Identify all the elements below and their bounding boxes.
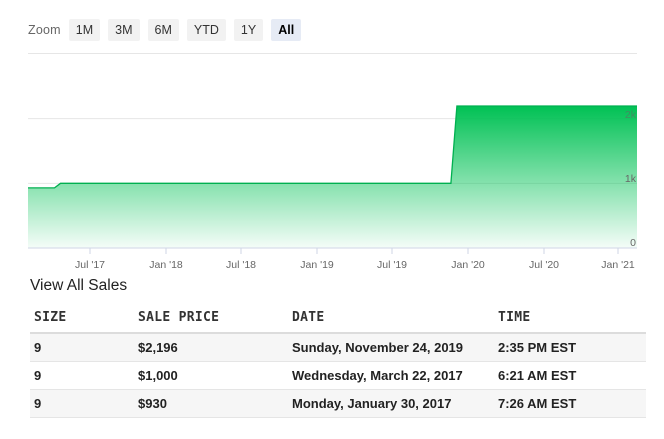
price-area [28,106,637,248]
cell-date: Wednesday, March 22, 2017 [288,361,494,390]
x-tick-label: Jul '19 [377,259,407,271]
x-tick-label: Jul '20 [529,259,559,271]
x-tick-label: Jul '18 [226,259,256,271]
x-tick-label: Jan '20 [451,259,485,271]
sales-table: SIZE SALE PRICE DATE TIME 9 $2,196 Sunda… [30,303,646,418]
cell-size: 9 [30,361,134,390]
column-header-size: SIZE [30,303,134,334]
cell-size: 9 [30,389,134,418]
column-header-sale-price: SALE PRICE [134,303,288,334]
zoom-ytd-button[interactable]: YTD [186,19,226,41]
x-tick-label: Jan '18 [149,259,183,271]
zoom-1m-button[interactable]: 1M [68,19,101,41]
chart-top-divider [28,53,637,54]
table-row: 9 $1,000 Wednesday, March 22, 2017 6:21 … [30,361,646,390]
y-tick-label: 2k [625,109,637,121]
view-all-sales-link[interactable]: View All Sales [30,277,128,294]
column-header-date: DATE [288,303,494,334]
cell-date: Monday, January 30, 2017 [288,389,494,418]
sales-table-header: SIZE SALE PRICE DATE TIME [30,303,646,334]
zoom-bar: Zoom 1M 3M 6M YTD 1Y All [28,18,309,42]
zoom-all-button[interactable]: All [271,19,302,41]
zoom-1y-button[interactable]: 1Y [233,19,264,41]
x-tick-label: Jan '21 [601,259,635,271]
y-tick-label: 1k [625,173,637,185]
y-tick-label: 0 [630,237,636,249]
cell-date: Sunday, November 24, 2019 [288,333,494,362]
cell-sale-price: $930 [134,389,288,418]
x-tick-label: Jul '17 [75,259,105,271]
zoom-6m-button[interactable]: 6M [147,19,179,41]
cell-time: 7:26 AM EST [494,389,646,418]
table-row: 9 $2,196 Sunday, November 24, 2019 2:35 … [30,333,646,362]
cell-size: 9 [30,333,134,362]
x-tick-label: Jan '19 [300,259,334,271]
zoom-3m-button[interactable]: 3M [108,19,140,41]
cell-time: 2:35 PM EST [494,333,646,362]
cell-time: 6:21 AM EST [494,361,646,390]
column-header-time: TIME [494,303,646,334]
price-line [28,105,637,189]
cell-sale-price: $1,000 [134,361,288,390]
cell-sale-price: $2,196 [134,333,288,362]
price-history-chart: Jul '17 Jan '18 Jul '18 Jan '19 Jul '19 … [28,105,637,271]
zoom-label: Zoom [28,23,61,37]
table-row: 9 $930 Monday, January 30, 2017 7:26 AM … [30,389,646,418]
